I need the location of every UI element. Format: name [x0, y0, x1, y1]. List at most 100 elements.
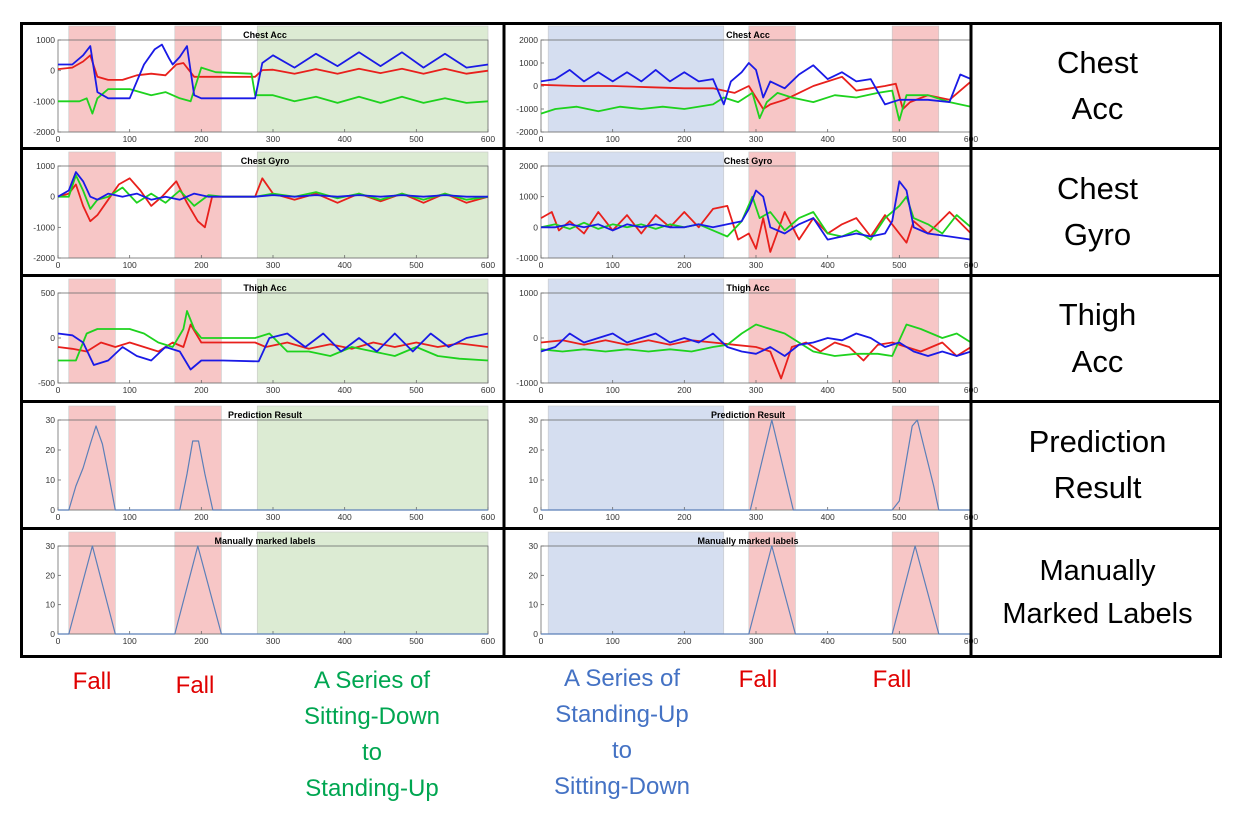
- bottom-label-line: Standing-Up: [555, 701, 689, 728]
- y-tick-label: -1000: [516, 253, 538, 263]
- y-tick-label: 500: [41, 288, 55, 298]
- event-region: [547, 405, 725, 511]
- y-tick-label: 1000: [36, 161, 55, 171]
- x-tick-label: 100: [606, 134, 620, 144]
- event-region: [256, 278, 489, 384]
- chart-title: Prediction Result: [228, 410, 302, 420]
- x-tick-label: 600: [481, 134, 495, 144]
- x-tick-label: 200: [677, 512, 691, 522]
- bottom-label-line: Fall: [72, 668, 112, 695]
- y-tick-label: 2000: [519, 35, 538, 45]
- series-line: [541, 180, 972, 241]
- event-region: [748, 25, 796, 133]
- row-label-chest-acc: Chest Acc: [973, 25, 1222, 147]
- y-tick-label: 0: [50, 333, 55, 343]
- y-tick-label: 30: [529, 415, 539, 425]
- y-tick-label: -2000: [33, 127, 55, 137]
- x-tick-label: 0: [56, 512, 61, 522]
- series-line: [540, 62, 972, 106]
- y-tick-label: 30: [46, 415, 56, 425]
- event-region: [891, 405, 940, 511]
- series-line: [540, 89, 972, 122]
- chart-title: Manually marked labels: [214, 536, 315, 546]
- row-label-line: Manually: [1039, 555, 1156, 588]
- series-line: [58, 425, 488, 511]
- y-tick-label: 1000: [519, 288, 538, 298]
- x-tick-label: 500: [409, 385, 423, 395]
- y-tick-label: 10: [529, 600, 539, 610]
- x-tick-label: 200: [194, 134, 208, 144]
- outer-frame: [20, 22, 1222, 658]
- x-tick-label: 400: [821, 385, 835, 395]
- chart-title: Thigh Acc: [726, 283, 769, 293]
- event-region: [891, 278, 940, 384]
- x-tick-label: 200: [677, 134, 691, 144]
- series-line: [540, 332, 972, 357]
- x-tick-label: 200: [194, 636, 208, 646]
- series-line: [57, 177, 489, 229]
- x-tick-label: 500: [409, 134, 423, 144]
- event-region: [174, 151, 222, 259]
- x-tick-label: 300: [749, 636, 763, 646]
- x-tick-label: 100: [606, 636, 620, 646]
- bottom-label-line: Sitting-Down: [303, 703, 441, 730]
- event-region: [547, 151, 725, 259]
- x-tick-label: 100: [606, 260, 620, 270]
- x-tick-label: 300: [266, 134, 280, 144]
- series-line: [540, 323, 972, 357]
- event-region: [256, 25, 489, 133]
- x-tick-label: 200: [194, 385, 208, 395]
- bottom-label-line: Fall: [738, 666, 778, 693]
- grid-lines: [20, 22, 1222, 658]
- row-label-line: Result: [1053, 470, 1142, 505]
- chart-title: Chest Acc: [243, 30, 287, 40]
- series-line: [541, 545, 971, 635]
- y-tick-label: 0: [533, 222, 538, 232]
- bottom-label-fall-3: Fall: [718, 662, 798, 698]
- x-tick-label: 300: [749, 260, 763, 270]
- event-region: [68, 151, 116, 259]
- row-label-line: Chest: [1057, 44, 1138, 80]
- x-tick-label: 0: [539, 385, 544, 395]
- x-tick-label: 300: [749, 512, 763, 522]
- series-line: [58, 545, 488, 635]
- x-tick-label: 600: [481, 385, 495, 395]
- x-tick-label: 300: [266, 385, 280, 395]
- y-tick-label: -2000: [516, 127, 538, 137]
- x-tick-label: 0: [539, 134, 544, 144]
- x-tick-label: 600: [481, 636, 495, 646]
- y-tick-label: 20: [529, 445, 539, 455]
- chart-panel: Chest Acc 0 100 200 300 400 500 600 -2000 -1000 0 1…: [33, 25, 495, 144]
- x-tick-label: 500: [409, 512, 423, 522]
- series-line: [58, 310, 489, 362]
- y-tick-label: -1000: [516, 378, 538, 388]
- y-tick-label: 1000: [519, 58, 538, 68]
- row-label-thigh-acc: Thigh Acc: [973, 277, 1222, 400]
- x-tick-label: 0: [56, 636, 61, 646]
- x-tick-label: 0: [56, 385, 61, 395]
- x-tick-label: 0: [56, 134, 61, 144]
- x-tick-label: 600: [481, 260, 495, 270]
- y-tick-label: 0: [533, 629, 538, 639]
- x-tick-label: 300: [749, 385, 763, 395]
- chart-title: Manually marked labels: [697, 536, 798, 546]
- bottom-label-sit-stand: A Series of Sitting-Down to Standing-Up: [262, 663, 482, 807]
- x-tick-label: 600: [481, 512, 495, 522]
- x-tick-label: 100: [606, 512, 620, 522]
- chart-title: Thigh Acc: [243, 283, 286, 293]
- bottom-label-line: A Series of: [313, 667, 431, 694]
- bottom-label-line: Standing-Up: [305, 775, 439, 802]
- series-line: [58, 66, 489, 115]
- y-tick-label: 10: [529, 475, 539, 485]
- x-tick-label: 100: [123, 134, 137, 144]
- y-tick-label: 0: [50, 66, 55, 76]
- y-tick-label: 20: [46, 570, 56, 580]
- x-tick-label: 100: [123, 512, 137, 522]
- y-tick-label: 20: [46, 445, 56, 455]
- x-tick-label: 400: [821, 134, 835, 144]
- series-line: [57, 323, 489, 353]
- bottom-label-fall-2: Fall: [155, 668, 235, 704]
- x-tick-label: 400: [821, 512, 835, 522]
